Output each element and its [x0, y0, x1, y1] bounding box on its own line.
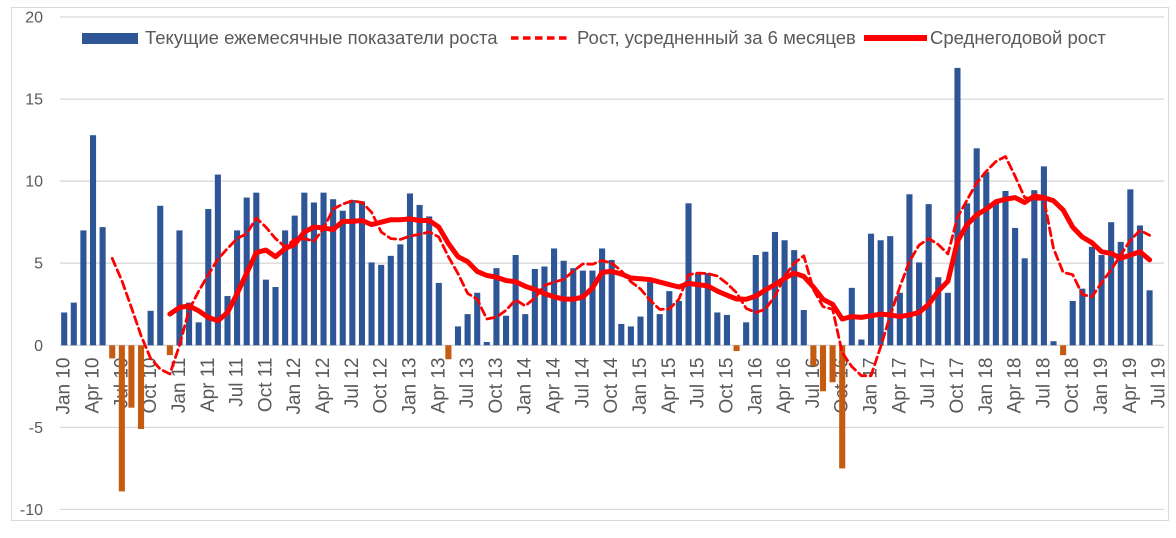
svg-text:Jul 19: Jul 19	[1149, 358, 1170, 409]
svg-text:Jul 17: Jul 17	[918, 358, 939, 409]
svg-text:Jan 18: Jan 18	[976, 358, 997, 415]
svg-text:Oct 14: Oct 14	[601, 357, 622, 413]
svg-text:Jan 17: Jan 17	[861, 358, 882, 415]
svg-text:-10: -10	[20, 502, 43, 519]
svg-text:Oct 13: Oct 13	[486, 358, 507, 414]
svg-text:Jan 15: Jan 15	[630, 358, 651, 415]
svg-text:Apr 13: Apr 13	[428, 358, 449, 414]
svg-text:Oct 17: Oct 17	[947, 358, 968, 414]
svg-text:0: 0	[34, 338, 43, 355]
svg-text:5: 5	[34, 256, 43, 273]
svg-text:Jul 12: Jul 12	[342, 358, 363, 409]
svg-text:Jan 14: Jan 14	[515, 357, 536, 414]
svg-text:Jan 12: Jan 12	[284, 358, 305, 415]
svg-text:Jul 11: Jul 11	[227, 358, 248, 407]
svg-text:Oct 12: Oct 12	[371, 358, 392, 414]
svg-text:Apr 11: Apr 11	[198, 358, 219, 413]
svg-text:Apr 17: Apr 17	[889, 358, 910, 414]
svg-text:Apr 10: Apr 10	[83, 358, 104, 414]
svg-text:Рост, усредненный за 6 месяцев: Рост, усредненный за 6 месяцев	[577, 27, 856, 48]
svg-text:Jul 18: Jul 18	[1033, 358, 1054, 409]
svg-text:Apr 14: Apr 14	[544, 357, 565, 413]
svg-text:Jul 15: Jul 15	[688, 358, 709, 409]
svg-text:Текущие ежемесячные показатели: Текущие ежемесячные показатели роста	[145, 27, 498, 48]
svg-text:20: 20	[25, 10, 43, 27]
svg-text:Apr 18: Apr 18	[1005, 358, 1026, 414]
svg-text:Jul 13: Jul 13	[457, 358, 478, 409]
svg-text:-5: -5	[29, 420, 43, 437]
svg-text:Jan 13: Jan 13	[400, 358, 421, 415]
svg-text:Jan 10: Jan 10	[54, 358, 75, 415]
svg-text:Oct 10: Oct 10	[140, 358, 161, 414]
svg-text:15: 15	[25, 92, 43, 109]
svg-text:Jul 14: Jul 14	[572, 357, 593, 408]
svg-text:Jul 16: Jul 16	[803, 358, 824, 409]
svg-text:Oct 18: Oct 18	[1062, 358, 1083, 414]
svg-text:Среднегодовой рост: Среднегодовой рост	[930, 27, 1106, 48]
svg-text:Apr 16: Apr 16	[774, 358, 795, 414]
svg-text:Jan 11: Jan 11	[169, 358, 190, 414]
svg-text:Oct 15: Oct 15	[716, 358, 737, 414]
svg-text:Apr 19: Apr 19	[1120, 358, 1141, 414]
svg-text:Apr 12: Apr 12	[313, 358, 334, 414]
svg-text:10: 10	[25, 174, 43, 191]
svg-text:Apr 15: Apr 15	[659, 358, 680, 414]
svg-text:Jan 16: Jan 16	[745, 358, 766, 415]
svg-text:Oct 11: Oct 11	[255, 358, 276, 413]
svg-text:Jan 19: Jan 19	[1091, 358, 1112, 415]
